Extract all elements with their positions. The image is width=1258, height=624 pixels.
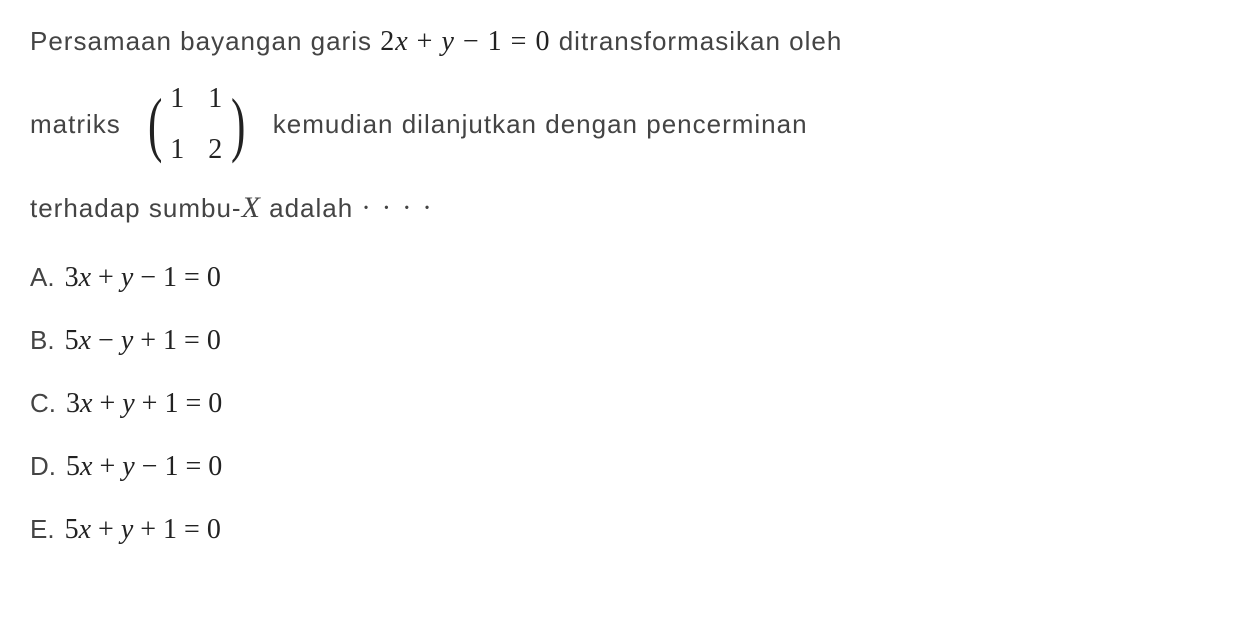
line1-text-part1: Persamaan bayangan garis: [30, 26, 380, 56]
line3-text-part1: terhadap sumbu-: [30, 193, 242, 223]
line1-equation: 2x + y − 1 = 0: [380, 26, 550, 57]
question-line-2: matriks ( 1 1 1 2 ) kemudian dilanjutkan…: [30, 77, 1228, 173]
option-c: C. 3x + y + 1 = 0: [30, 382, 1228, 427]
option-b: B. 5x − y + 1 = 0: [30, 319, 1228, 364]
option-d-equation: 5x + y − 1 = 0: [66, 445, 222, 490]
option-d: D. 5x + y − 1 = 0: [30, 445, 1228, 490]
matrix-cell-r1c1: 1: [170, 77, 186, 122]
matrix-row-1: 1 1: [170, 77, 224, 122]
question-line-1: Persamaan bayangan garis 2x + y − 1 = 0 …: [30, 20, 1228, 65]
line2-text-part1: matriks: [30, 104, 121, 146]
option-a: A. 3x + y − 1 = 0: [30, 256, 1228, 301]
option-e-label: E.: [30, 509, 55, 551]
line3-var-x: X: [242, 191, 261, 224]
matrix-left-paren: (: [148, 92, 163, 157]
matrix-cell-r2c2: 2: [208, 128, 224, 173]
option-c-equation: 3x + y + 1 = 0: [66, 382, 222, 427]
option-a-equation: 3x + y − 1 = 0: [65, 256, 221, 301]
options-list: A. 3x + y − 1 = 0 B. 5x − y + 1 = 0 C. 3…: [30, 256, 1228, 552]
matrix-cell-r1c2: 1: [208, 77, 224, 122]
matrix-cell-r2c1: 1: [170, 128, 186, 173]
option-e-equation: 5x + y + 1 = 0: [65, 508, 221, 553]
line3-text-part2: adalah: [261, 193, 362, 223]
option-b-label: B.: [30, 320, 55, 362]
matrix: ( 1 1 1 2 ): [143, 77, 251, 173]
line1-text-part2: ditransformasikan oleh: [559, 26, 843, 56]
option-c-label: C.: [30, 383, 56, 425]
line3-dots: · · · ·: [361, 193, 433, 224]
option-b-equation: 5x − y + 1 = 0: [65, 319, 221, 364]
matrix-content: 1 1 1 2: [168, 77, 226, 173]
matrix-right-paren: ): [231, 92, 246, 157]
option-a-label: A.: [30, 257, 55, 299]
question-line-3: terhadap sumbu-X adalah · · · ·: [30, 184, 1228, 232]
option-d-label: D.: [30, 446, 56, 488]
line2-text-part2: kemudian dilanjutkan dengan pencerminan: [273, 104, 808, 146]
option-e: E. 5x + y + 1 = 0: [30, 508, 1228, 553]
matrix-row-2: 1 2: [170, 128, 224, 173]
question-container: Persamaan bayangan garis 2x + y − 1 = 0 …: [30, 20, 1228, 552]
